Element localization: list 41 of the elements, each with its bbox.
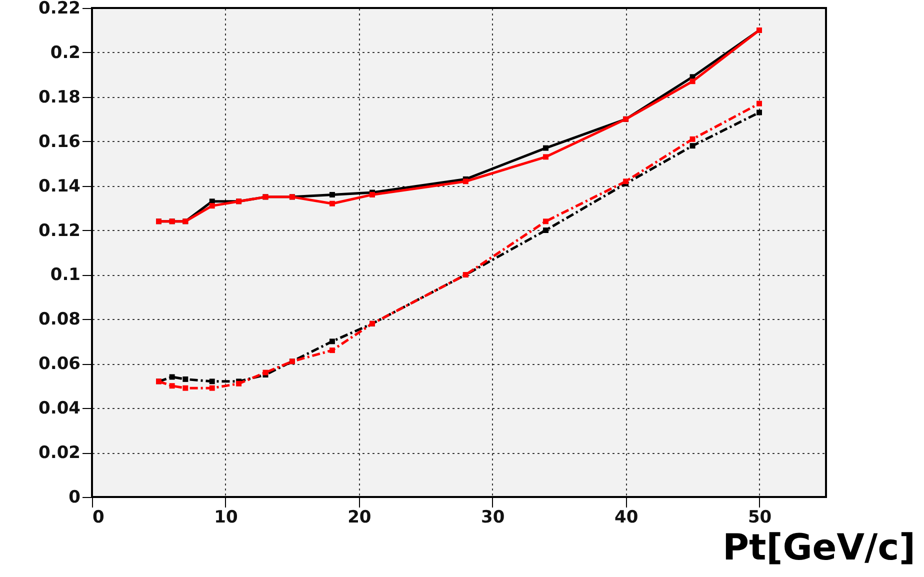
point [209,385,215,391]
point [262,370,268,376]
y-tick-label: 0.16 [38,132,80,152]
point [169,374,175,380]
point [690,143,696,149]
point [329,200,335,206]
y-tick-label: 0.14 [38,176,81,196]
point [169,383,175,389]
y-tick-label: 0.2 [50,42,80,63]
point [756,100,762,106]
y-tick-label: 0.04 [38,398,81,419]
y-tick-label: 0.22 [38,0,80,18]
point [543,145,548,151]
point [329,192,335,198]
point [543,228,548,234]
point [543,218,548,224]
x-tick-label: 30 [481,508,505,528]
x-tick-label: 10 [214,508,238,528]
x-tick-label: 50 [748,508,772,528]
point [329,338,335,344]
point [690,78,696,84]
y-tick-label: 0.1 [50,265,80,286]
x-tick-label: 40 [614,508,638,528]
point [690,136,696,142]
point [462,178,468,184]
y-tick-label: 0.12 [38,220,80,241]
x-tick-label: 20 [348,508,372,528]
point [329,348,335,354]
point [182,385,188,391]
point [543,154,548,160]
y-tick-label: 0.02 [38,443,80,464]
y-tick-label: 0.18 [38,87,80,108]
x-axis-title: Pt[GeV/c] [722,528,916,568]
y-tick-label: 0 [68,488,81,508]
point [209,378,215,384]
y-tick-label: 0.06 [38,354,80,374]
point [209,203,215,209]
point [182,376,188,382]
x-tick-label: 0 [92,508,104,528]
point [756,110,762,116]
y-tick-label: 0.08 [38,310,80,330]
